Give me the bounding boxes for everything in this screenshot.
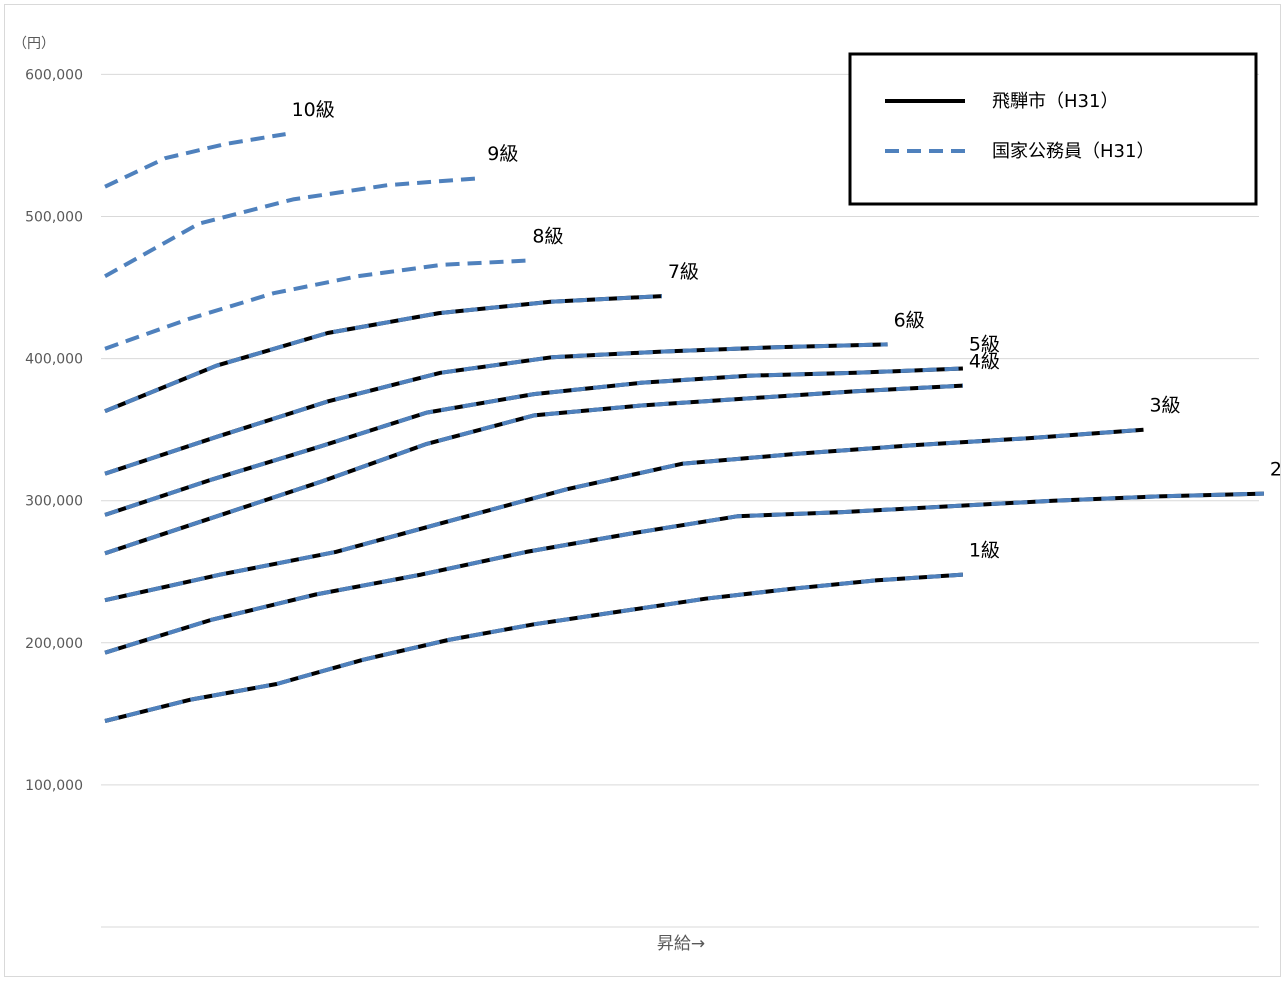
legend-box xyxy=(848,52,1258,206)
line-national-grade-10 xyxy=(104,132,286,189)
line-national-grade-1 xyxy=(104,572,964,723)
x-axis-label: 昇給→ xyxy=(657,934,705,954)
grade-label-6: 6級 xyxy=(894,309,925,331)
grade-label-9: 9級 xyxy=(487,143,518,165)
line-hida-grade-1 xyxy=(104,572,964,723)
grade-label-4: 4級 xyxy=(969,351,1000,373)
grade-label-2: 2級 xyxy=(1270,459,1282,481)
y-tick-label: 200,000 xyxy=(25,636,83,652)
y-axis-ticks: 100,000 200,000 300,000 400,000 500,000 600,0… xyxy=(25,67,83,794)
chart-frame: 100,000 200,000 300,000 400,000 500,000 600,0… xyxy=(4,4,1282,977)
line-national-grade-7 xyxy=(104,294,663,414)
legend-label-national: 国家公務員（H31） xyxy=(992,141,1154,162)
grade-label-1: 1級 xyxy=(969,540,1000,562)
y-tick-label: 600,000 xyxy=(25,67,83,83)
line-national-grade-6 xyxy=(104,342,888,476)
y-tick-label: 100,000 xyxy=(25,778,83,794)
legend: 飛騨市（H31） 国家公務員（H31） xyxy=(848,52,1258,206)
grade-label-3: 3級 xyxy=(1149,395,1180,417)
line-hida-grade-3 xyxy=(104,427,1144,603)
gridlines xyxy=(101,73,1259,928)
line-hida-grade-2 xyxy=(104,491,1264,655)
y-tick-label: 500,000 xyxy=(25,210,83,226)
series-lines xyxy=(104,132,1264,723)
line-national-grade-3 xyxy=(104,427,1144,603)
legend-label-hida: 飛騨市（H31） xyxy=(992,91,1118,112)
grade-label-8: 8級 xyxy=(532,226,563,248)
line-hida-grade-4 xyxy=(104,383,964,556)
grade-label-10: 10級 xyxy=(292,99,335,121)
line-national-grade-9 xyxy=(104,176,482,278)
grade-label-7: 7級 xyxy=(668,261,699,283)
y-tick-label: 400,000 xyxy=(25,352,83,368)
grade-label-5: 5級 xyxy=(969,334,1000,356)
salary-line-chart: 100,000 200,000 300,000 400,000 500,000 600,0… xyxy=(13,36,1282,954)
line-national-grade-5 xyxy=(104,366,963,517)
line-hida-grade-5 xyxy=(104,366,963,517)
line-national-grade-2 xyxy=(104,491,1264,655)
y-axis-unit: （円） xyxy=(13,36,55,52)
line-national-grade-4 xyxy=(104,383,964,556)
y-tick-label: 300,000 xyxy=(25,494,83,510)
line-national-grade-8 xyxy=(104,258,527,351)
line-hida-grade-7 xyxy=(104,294,663,414)
